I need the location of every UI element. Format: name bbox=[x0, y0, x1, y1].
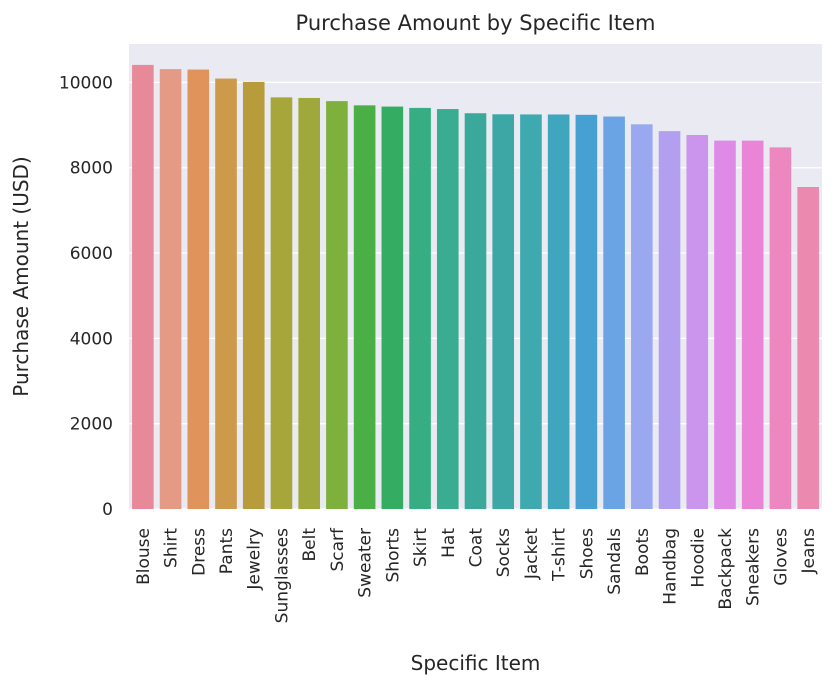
bar-dress bbox=[187, 69, 210, 509]
chart-title: Purchase Amount by Specific Item bbox=[296, 11, 656, 35]
bar-sneakers bbox=[741, 140, 764, 509]
bar-jacket bbox=[520, 114, 542, 510]
x-tick-label: Dress bbox=[189, 528, 209, 576]
y-tick-label: 4000 bbox=[70, 329, 113, 349]
bar-coat bbox=[464, 113, 487, 510]
bar-hat bbox=[436, 109, 459, 509]
x-tick-label: Jacket bbox=[522, 528, 542, 580]
x-tick-label: Sneakers bbox=[744, 528, 764, 606]
x-axis-label: Specific Item bbox=[411, 651, 541, 675]
x-tick-label: Gloves bbox=[771, 528, 791, 586]
y-axis-label: Purchase Amount (USD) bbox=[9, 156, 33, 396]
x-tick-label: Sandals bbox=[605, 528, 625, 595]
bar-t-shirt bbox=[547, 114, 570, 510]
x-tick-label: Shirt bbox=[162, 528, 182, 568]
bar-hoodie bbox=[686, 134, 709, 510]
bar-shirt bbox=[159, 69, 182, 509]
x-tick-label: Sweater bbox=[356, 528, 376, 598]
y-tick-label: 0 bbox=[102, 500, 113, 520]
bar-shorts bbox=[381, 106, 404, 509]
bar-belt bbox=[298, 97, 320, 509]
bar-shoes bbox=[575, 114, 598, 509]
x-tick-label: Skirt bbox=[411, 528, 431, 567]
y-tick-label: 10000 bbox=[59, 73, 113, 93]
x-tick-label: Coat bbox=[467, 528, 487, 568]
x-tick-label: Pants bbox=[217, 528, 237, 574]
x-tick-label: Hoodie bbox=[688, 528, 708, 588]
bar-pants bbox=[215, 78, 237, 509]
x-tick-label: Jeans bbox=[799, 528, 819, 575]
bar-sweater bbox=[353, 105, 376, 509]
bars bbox=[132, 64, 819, 510]
x-tick-label: Shoes bbox=[577, 528, 597, 579]
bar-socks bbox=[492, 114, 515, 509]
bar-scarf bbox=[326, 101, 348, 510]
bar-sunglasses bbox=[270, 97, 293, 509]
bar-jewelry bbox=[242, 81, 265, 509]
bar-sandals bbox=[603, 116, 625, 509]
y-tick-label: 8000 bbox=[70, 159, 113, 179]
bar-handbag bbox=[658, 131, 681, 509]
x-tick-label: Scarf bbox=[328, 527, 348, 572]
x-tick-label: Belt bbox=[300, 528, 320, 562]
y-tick-label: 6000 bbox=[70, 244, 113, 264]
x-tick-label: Sunglasses bbox=[272, 528, 292, 623]
y-tick-labels: 0 2000 4000 6000 8000 10000 bbox=[59, 73, 113, 520]
x-tick-label: Hat bbox=[439, 528, 459, 558]
x-tick-label: Handbag bbox=[661, 528, 681, 605]
x-tick-label: Backpack bbox=[716, 528, 736, 610]
bar-gloves bbox=[769, 147, 792, 509]
x-tick-label: Jewelry bbox=[245, 528, 265, 591]
bar-boots bbox=[631, 124, 653, 509]
x-tick-label: Boots bbox=[633, 528, 653, 576]
x-tick-label: T-shirt bbox=[550, 528, 570, 582]
x-tick-labels: Blouse Shirt Dress Pants Jewelry Sunglasses Be… bbox=[134, 527, 819, 623]
x-tick-label: Blouse bbox=[134, 528, 154, 585]
x-tick-label: Socks bbox=[494, 528, 514, 577]
bar-jeans bbox=[797, 186, 819, 509]
bar-blouse bbox=[132, 64, 154, 509]
y-tick-label: 2000 bbox=[70, 415, 113, 435]
bar-skirt bbox=[409, 107, 431, 509]
bar-backpack bbox=[714, 140, 736, 509]
x-tick-label: Shorts bbox=[383, 528, 403, 583]
